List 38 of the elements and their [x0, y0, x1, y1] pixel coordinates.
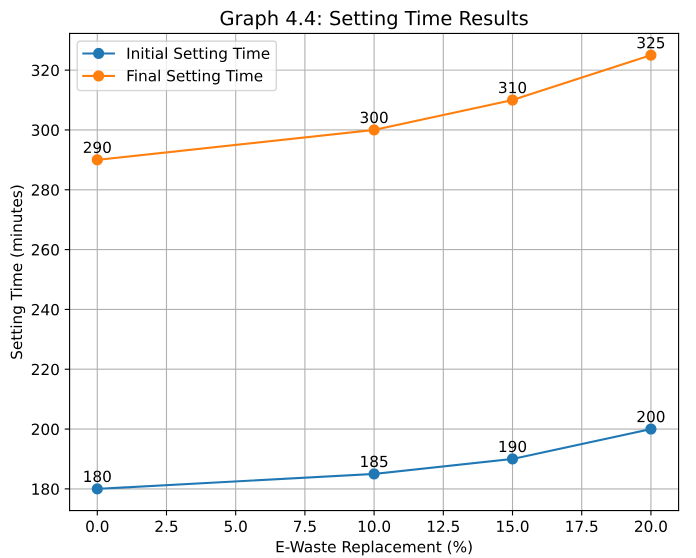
data-label: 290 — [84, 142, 111, 154]
data-label: 180 — [84, 470, 111, 482]
point — [92, 154, 103, 166]
x-tick-label: 12.5 — [428, 520, 459, 532]
y-tick-label: 240 — [32, 304, 59, 316]
legend-label: Initial Setting Time — [128, 47, 270, 62]
data-label: 190 — [500, 440, 526, 452]
chart-title: Graph 4.4: Setting Time Results — [220, 10, 528, 30]
data-label: 325 — [638, 36, 664, 48]
data-label: 185 — [361, 456, 388, 468]
point — [368, 468, 380, 480]
point — [645, 50, 656, 61]
y-axis-title: Setting Time (minutes) — [10, 186, 26, 359]
data-label: 300 — [360, 112, 388, 124]
x-tick-label: 20.0 — [635, 520, 667, 532]
point — [506, 94, 518, 106]
x-tick-label: 17.5 — [566, 520, 598, 532]
point — [506, 453, 518, 465]
y-tick-label: 200 — [32, 424, 59, 436]
x-tick-label: 7.5 — [294, 520, 316, 532]
y-tick-label: 220 — [32, 364, 59, 376]
x-tick-label: 10.0 — [358, 520, 390, 532]
y-tick-label: 260 — [32, 244, 59, 256]
y-tick-label: 180 — [32, 483, 59, 495]
x-tick-label: 0.0 — [86, 520, 108, 532]
y-tick-label: 320 — [32, 64, 59, 76]
x-tick-label: 15.0 — [497, 520, 529, 532]
legend-label: Final Setting Time — [128, 70, 262, 84]
x-axis-title: E-Waste Replacement (%) — [276, 540, 472, 556]
point — [92, 483, 103, 494]
data-label: 310 — [499, 82, 526, 94]
point — [645, 424, 656, 435]
y-tick-label: 280 — [32, 184, 59, 196]
data-label: 200 — [637, 410, 664, 422]
point — [368, 124, 380, 136]
y-tick-label: 300 — [32, 124, 59, 136]
x-tick-label: 2.5 — [155, 520, 178, 532]
x-tick-label: 5.0 — [224, 520, 247, 532]
